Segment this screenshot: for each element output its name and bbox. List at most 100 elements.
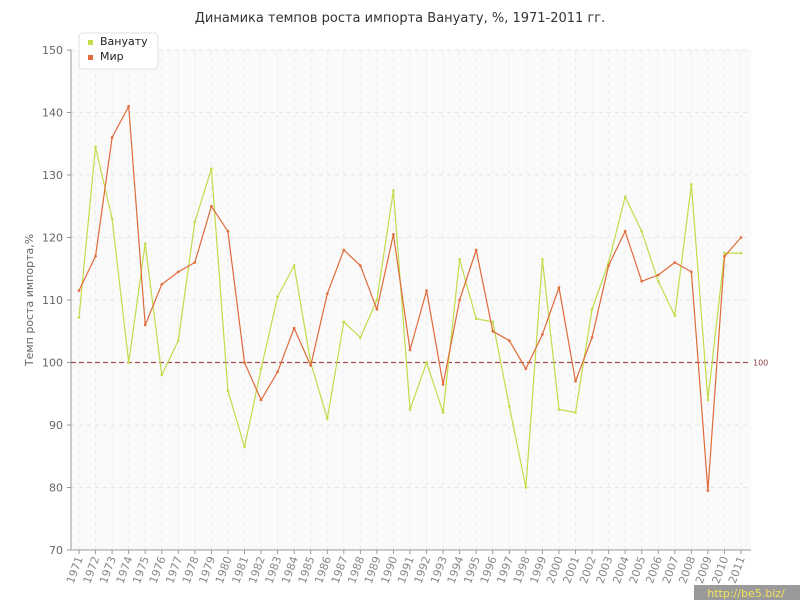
data-point: [309, 364, 313, 368]
data-point: [243, 445, 246, 449]
data-point: [723, 254, 726, 258]
data-point: [160, 282, 164, 286]
data-point: [243, 361, 246, 364]
x-axis: 1971197219731974197519761977197819791980…: [64, 549, 751, 585]
data-point: [656, 279, 660, 283]
y-tick-label: 70: [49, 544, 63, 557]
data-point: [77, 316, 81, 319]
data-point: [474, 317, 478, 321]
data-point: [210, 204, 213, 208]
y-tick-label: 150: [42, 44, 63, 57]
data-point: [474, 248, 478, 252]
data-point: [358, 336, 362, 339]
watermark-background: [694, 585, 800, 600]
y-tick-label: 140: [42, 107, 63, 120]
data-point: [94, 254, 97, 258]
data-point: [408, 407, 412, 411]
data-point: [94, 145, 97, 149]
data-point: [160, 373, 164, 377]
legend-box: [78, 32, 159, 70]
data-point: [127, 361, 131, 364]
data-point: [458, 298, 462, 302]
data-point: [541, 332, 544, 336]
series-1: [77, 104, 743, 493]
data-point: [210, 167, 213, 171]
data-point: [292, 326, 296, 330]
data-point: [226, 229, 230, 233]
y-tick-label: 80: [49, 482, 63, 495]
data-point: [358, 264, 362, 268]
data-point: [623, 229, 627, 233]
data-point: [739, 251, 743, 255]
data-point: [342, 248, 346, 252]
data-point: [673, 314, 677, 318]
y-axis: 70 80 90 100 110 120 130 140 150: [42, 44, 72, 557]
data-point: [491, 329, 495, 333]
data-point: [325, 417, 329, 421]
data-point: [541, 257, 544, 261]
data-point: [640, 229, 644, 233]
data-point: [110, 136, 114, 139]
data-point: [375, 307, 379, 311]
data-point: [276, 295, 279, 299]
watermark-text: http://be5.biz/: [707, 587, 785, 600]
data-point: [176, 270, 180, 274]
data-point: [590, 336, 594, 339]
data-point: [507, 404, 511, 408]
data-point: [176, 339, 180, 343]
reference-line: 100: [71, 359, 768, 368]
y-axis-label: Темп роста импорта,%: [23, 234, 36, 367]
series-lines: [77, 104, 743, 493]
data-point: [491, 320, 495, 324]
data-point: [77, 289, 81, 293]
data-point: [392, 232, 395, 236]
y-tick-label: 100: [42, 357, 63, 370]
data-point: [574, 411, 577, 414]
data-point: [689, 270, 693, 274]
data-point: [441, 411, 445, 414]
legend: Вануату Мир: [78, 32, 159, 70]
data-point: [458, 257, 462, 261]
data-point: [574, 379, 577, 383]
data-point: [143, 323, 147, 327]
data-point: [127, 104, 131, 108]
data-point: [342, 320, 346, 324]
data-point: [706, 489, 710, 493]
data-point: [673, 261, 677, 264]
data-point: [524, 486, 528, 489]
data-point: [524, 367, 528, 371]
data-point: [507, 339, 511, 343]
data-point: [425, 361, 428, 364]
data-point: [706, 398, 710, 402]
data-point: [425, 289, 428, 293]
legend-swatch: [88, 40, 93, 45]
chart-title: Динамика темпов роста импорта Вануату, %…: [195, 11, 606, 26]
data-point: [292, 264, 296, 268]
data-point: [640, 279, 644, 283]
reference-line-label: 100: [753, 359, 768, 368]
y-tick-label: 110: [42, 294, 63, 307]
y-tick-label: 130: [42, 169, 63, 182]
y-tick-label: 120: [42, 232, 63, 245]
data-point: [623, 195, 627, 199]
data-point: [193, 220, 197, 224]
data-point: [723, 251, 726, 255]
y-tick-label: 90: [49, 419, 63, 432]
legend-label: Мир: [100, 50, 124, 63]
data-point: [143, 242, 147, 246]
data-point: [375, 298, 379, 302]
watermark: http://be5.biz/: [694, 585, 800, 600]
data-point: [441, 382, 445, 386]
data-point: [276, 370, 279, 374]
data-point: [259, 367, 263, 371]
data-point: [656, 273, 660, 277]
data-point: [325, 292, 329, 296]
data-point: [739, 236, 743, 239]
data-point: [557, 286, 561, 289]
data-point: [590, 307, 594, 311]
data-point: [392, 189, 395, 193]
series-0: [77, 145, 743, 489]
data-point: [226, 389, 230, 393]
data-point: [259, 398, 263, 402]
